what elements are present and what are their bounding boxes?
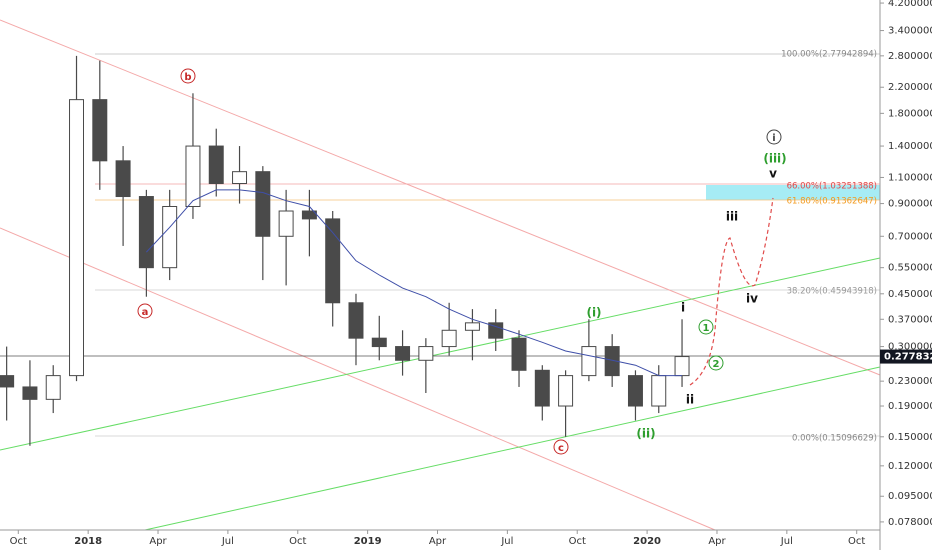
candle-body xyxy=(185,145,201,207)
x-tick-label: 2018 xyxy=(74,536,102,547)
candle-body xyxy=(511,337,527,371)
candle-body xyxy=(69,99,84,377)
wave-label: (iii) xyxy=(763,152,786,166)
x-tick-label: Apr xyxy=(708,536,726,547)
channel-line xyxy=(0,19,881,376)
wave-label: 1 xyxy=(703,323,710,334)
x-tick-label: Jul xyxy=(780,536,793,547)
y-tick-label: 0.12000000 xyxy=(888,461,932,472)
candle-body xyxy=(627,375,643,407)
candle-body xyxy=(138,196,154,269)
x-tick-label: 2020 xyxy=(633,536,661,547)
candle-body xyxy=(22,386,38,400)
x-tick-label: Jul xyxy=(221,536,234,547)
target-zone xyxy=(706,185,880,200)
y-tick-label: 0.23000000 xyxy=(888,376,932,387)
candle-body xyxy=(581,346,597,377)
candle-body xyxy=(674,356,690,377)
y-tick-label: 1.40000000 xyxy=(888,141,932,152)
x-tick-label: Oct xyxy=(848,536,865,547)
y-tick-label: 0.07800000 xyxy=(888,517,932,528)
candle-body xyxy=(255,171,271,237)
wave-circle xyxy=(698,319,714,335)
y-tick-label: 0.15000000 xyxy=(888,432,932,443)
wave-circle xyxy=(708,355,724,371)
wave-circle xyxy=(766,129,782,145)
wave-label: i xyxy=(772,133,775,144)
wave-circle xyxy=(137,303,153,319)
candle-body xyxy=(558,375,574,407)
candle-body xyxy=(534,369,550,407)
x-tick-label: Apr xyxy=(429,536,447,547)
candle-body xyxy=(92,99,108,162)
channel-line xyxy=(0,227,716,531)
wave-label: ii xyxy=(686,393,694,407)
y-tick-label: 0.30000000 xyxy=(888,342,932,353)
wave-label: v xyxy=(769,167,777,181)
x-tick-label: Oct xyxy=(569,536,586,547)
y-tick-label: 0.90000000 xyxy=(888,199,932,210)
wave-label: c xyxy=(558,443,564,454)
fib-label: 0.00%(0.15096629) xyxy=(792,434,877,444)
y-tick-label: 0.55000000 xyxy=(888,263,932,274)
wave-label: iv xyxy=(746,292,758,306)
projection xyxy=(689,197,774,386)
fib-label: 38.20%(0.45943918) xyxy=(787,287,877,297)
candle-body xyxy=(418,346,434,361)
y-tick-label: 0.70000000 xyxy=(888,231,932,242)
wave-circle xyxy=(553,439,569,455)
price-label-bg xyxy=(880,349,932,364)
wave-label: b xyxy=(184,72,191,83)
x-tick-label: Oct xyxy=(289,536,306,547)
moving-average xyxy=(146,189,682,377)
y-tick-label: 0.45000000 xyxy=(888,289,932,300)
x-tick-label: Apr xyxy=(149,536,167,547)
candle-body xyxy=(325,218,341,304)
candle-body xyxy=(604,346,620,377)
y-tick-label: 4.20000000 xyxy=(888,0,932,9)
y-tick-label: 1.10000000 xyxy=(888,172,932,183)
candle-body xyxy=(441,329,457,348)
candle-body xyxy=(464,322,480,331)
candle-body xyxy=(395,346,411,361)
candle-body xyxy=(208,145,224,185)
candle-body xyxy=(278,210,294,237)
y-tick-label: 2.20000000 xyxy=(888,82,932,93)
y-tick-label: 0.09500000 xyxy=(888,491,932,502)
wave-label: (i) xyxy=(586,306,601,320)
candle-body xyxy=(348,302,364,339)
y-tick-label: 2.80000000 xyxy=(888,51,932,62)
wave-label: a xyxy=(142,307,149,318)
wave-label: 2 xyxy=(713,359,720,370)
fib-label: 66.00%(1.03251388) xyxy=(787,182,877,192)
candle-body xyxy=(0,375,15,388)
y-tick-label: 0.37000000 xyxy=(888,314,932,325)
y-tick-label: 0.19000000 xyxy=(888,401,932,412)
candle-body xyxy=(115,160,131,198)
wave-label: i xyxy=(681,301,685,315)
candle-body xyxy=(162,205,178,269)
wave-label: iii xyxy=(726,210,738,224)
y-tick-label: 1.80000000 xyxy=(888,108,932,119)
channel-line xyxy=(0,257,881,451)
wave-label: (ii) xyxy=(636,427,655,441)
candle-body xyxy=(232,171,248,185)
candle-body xyxy=(371,337,387,348)
wave-circle xyxy=(180,68,196,84)
x-tick-label: Oct xyxy=(10,536,27,547)
y-tick-label: 3.40000000 xyxy=(888,26,932,37)
fib-label: 61.80%(0.91362647) xyxy=(787,197,877,207)
channel-line xyxy=(144,366,881,531)
fib-label: 100.00%(2.77942894) xyxy=(781,50,877,60)
x-tick-label: Jul xyxy=(500,536,513,547)
x-tick-label: 2019 xyxy=(354,536,382,547)
candle-body xyxy=(45,375,61,400)
candle-body xyxy=(651,375,667,407)
candle-body xyxy=(488,322,504,339)
price-label: 0.27783283 xyxy=(884,352,932,363)
